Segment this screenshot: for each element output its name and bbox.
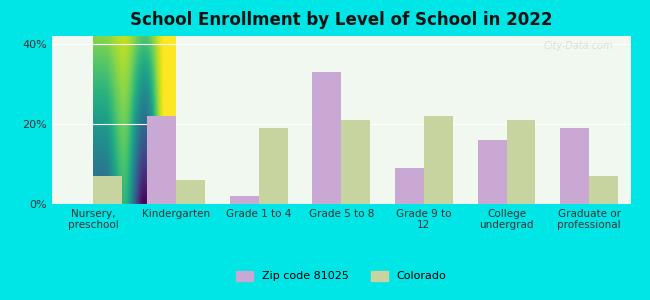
Bar	[94, 176, 122, 204]
Bar	[259, 128, 287, 204]
Bar	[424, 116, 453, 204]
Legend: Zip code 81025, Colorado: Zip code 81025, Colorado	[232, 266, 450, 286]
Bar	[176, 180, 205, 204]
Bar	[478, 140, 506, 204]
Title: School Enrollment by Level of School in 2022: School Enrollment by Level of School in …	[130, 11, 552, 29]
Text: City-Data.com: City-Data.com	[543, 41, 613, 51]
Bar	[589, 176, 618, 204]
Bar	[341, 120, 370, 204]
Bar	[395, 168, 424, 204]
Bar	[312, 72, 341, 204]
Bar	[506, 120, 536, 204]
Bar	[147, 116, 176, 204]
Bar	[229, 196, 259, 204]
Bar	[560, 128, 589, 204]
